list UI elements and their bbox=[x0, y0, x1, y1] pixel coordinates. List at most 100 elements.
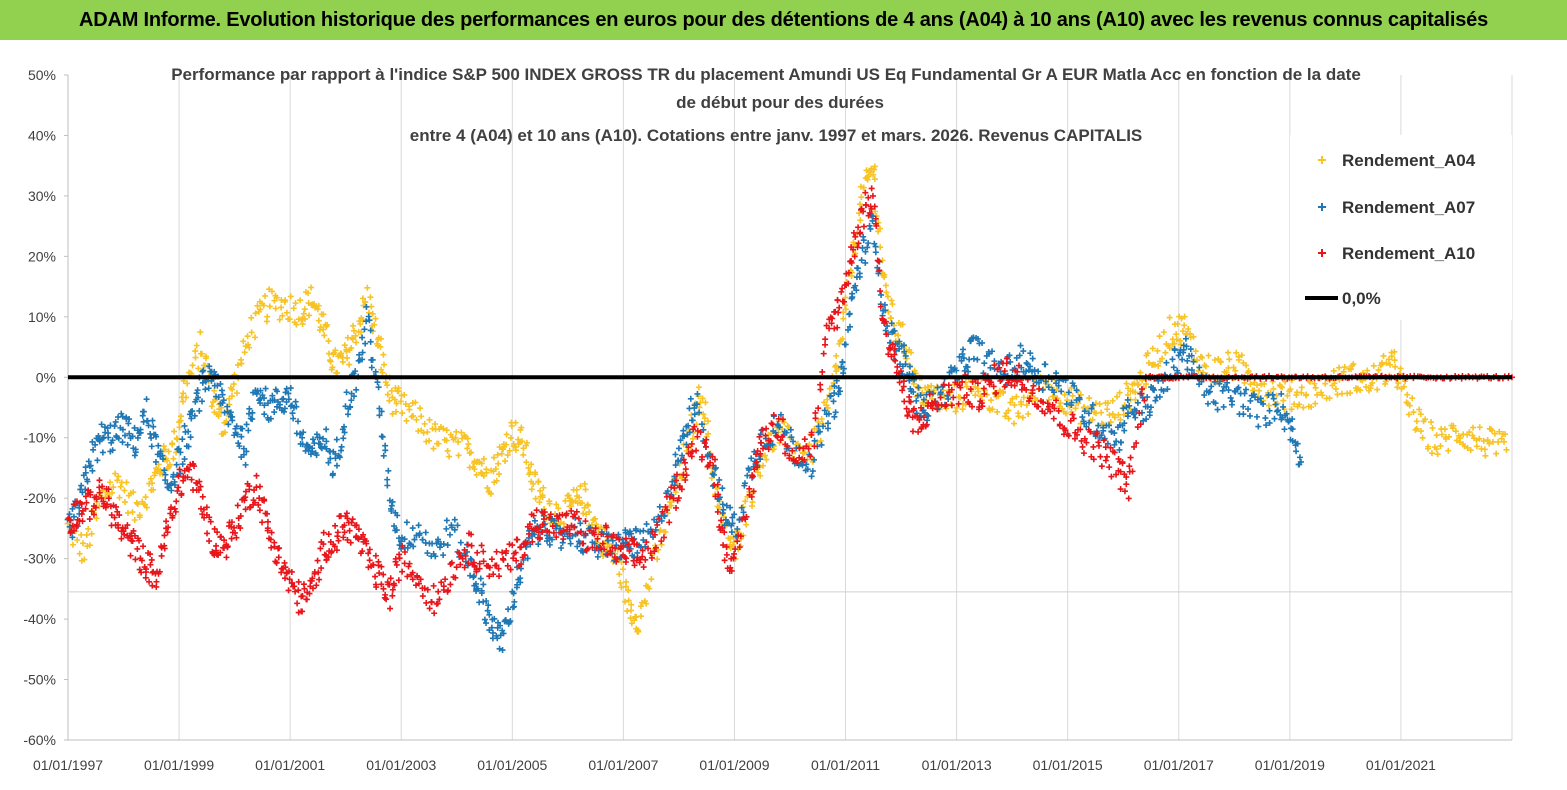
data-point bbox=[770, 411, 777, 418]
data-point bbox=[668, 502, 675, 509]
data-point bbox=[1095, 442, 1102, 449]
data-point bbox=[842, 341, 849, 348]
data-point bbox=[121, 499, 128, 506]
data-point bbox=[1428, 419, 1435, 426]
data-point bbox=[184, 380, 191, 387]
data-point bbox=[184, 474, 191, 481]
data-point bbox=[815, 405, 822, 412]
data-point bbox=[868, 185, 875, 192]
data-point bbox=[1413, 425, 1420, 432]
data-point bbox=[1476, 424, 1483, 431]
data-point bbox=[1503, 446, 1510, 453]
data-point bbox=[349, 516, 356, 523]
data-point bbox=[1498, 435, 1505, 442]
data-point bbox=[1086, 419, 1093, 426]
data-point bbox=[532, 471, 539, 478]
data-point bbox=[840, 365, 847, 372]
data-point bbox=[901, 348, 908, 355]
data-point bbox=[149, 480, 156, 487]
data-point bbox=[320, 541, 327, 548]
data-point bbox=[461, 546, 468, 553]
data-point bbox=[325, 459, 332, 466]
data-point bbox=[394, 512, 401, 519]
data-point bbox=[404, 544, 411, 551]
data-point bbox=[215, 394, 222, 401]
data-point bbox=[647, 550, 654, 557]
data-point bbox=[628, 607, 635, 614]
data-point bbox=[734, 526, 741, 533]
data-point bbox=[563, 510, 570, 517]
data-point bbox=[372, 315, 379, 322]
y-tick-label: 50% bbox=[28, 67, 56, 83]
data-point bbox=[630, 536, 637, 543]
data-point bbox=[299, 592, 306, 599]
data-point bbox=[161, 467, 168, 474]
data-point bbox=[242, 506, 249, 513]
data-point bbox=[229, 386, 236, 393]
data-point bbox=[1491, 430, 1498, 437]
data-point bbox=[716, 523, 723, 530]
data-point bbox=[248, 329, 255, 336]
data-point bbox=[131, 424, 138, 431]
data-point bbox=[1149, 345, 1156, 352]
data-point bbox=[1053, 397, 1060, 404]
data-point bbox=[130, 489, 137, 496]
data-point bbox=[920, 396, 927, 403]
data-point bbox=[349, 334, 356, 341]
data-point bbox=[105, 486, 112, 493]
data-point bbox=[1003, 355, 1010, 362]
data-point bbox=[533, 507, 540, 514]
data-point bbox=[78, 482, 85, 489]
data-point bbox=[808, 473, 815, 480]
data-point bbox=[1098, 409, 1105, 416]
data-point bbox=[114, 477, 121, 484]
data-point bbox=[871, 176, 878, 183]
data-point bbox=[199, 398, 206, 405]
data-point bbox=[494, 451, 501, 458]
data-point bbox=[199, 368, 206, 375]
data-point bbox=[222, 429, 229, 436]
data-point bbox=[737, 543, 744, 550]
data-point bbox=[877, 288, 884, 295]
data-point bbox=[306, 312, 313, 319]
data-point bbox=[1079, 443, 1086, 450]
data-point bbox=[1058, 388, 1065, 395]
data-point bbox=[860, 223, 867, 230]
data-point bbox=[295, 587, 302, 594]
data-point bbox=[716, 504, 723, 511]
data-point bbox=[243, 421, 250, 428]
data-point bbox=[1233, 349, 1240, 356]
data-point bbox=[1013, 354, 1020, 361]
data-point bbox=[839, 335, 846, 342]
data-point bbox=[1077, 391, 1084, 398]
data-point bbox=[452, 574, 459, 581]
data-point bbox=[878, 291, 885, 298]
data-point bbox=[1225, 349, 1232, 356]
data-point bbox=[711, 456, 718, 463]
data-point bbox=[1055, 382, 1062, 389]
data-point bbox=[257, 387, 264, 394]
data-point bbox=[1134, 424, 1141, 431]
data-point bbox=[465, 560, 472, 567]
data-point bbox=[156, 568, 163, 575]
data-point bbox=[872, 208, 879, 215]
data-point bbox=[959, 351, 966, 358]
data-point bbox=[1014, 368, 1021, 375]
data-point bbox=[1160, 387, 1167, 394]
data-point bbox=[110, 484, 117, 491]
data-point bbox=[320, 435, 326, 442]
data-point bbox=[1437, 442, 1444, 449]
data-point bbox=[810, 456, 817, 463]
data-point bbox=[972, 392, 979, 399]
data-point bbox=[1002, 413, 1009, 420]
data-point bbox=[480, 455, 487, 462]
data-point bbox=[1486, 440, 1493, 447]
data-point bbox=[703, 444, 710, 451]
data-point bbox=[359, 316, 366, 323]
data-point bbox=[375, 384, 382, 391]
data-point bbox=[521, 551, 528, 558]
data-point bbox=[845, 269, 852, 276]
data-point bbox=[582, 518, 589, 525]
data-point bbox=[749, 473, 756, 480]
data-point bbox=[877, 303, 884, 310]
